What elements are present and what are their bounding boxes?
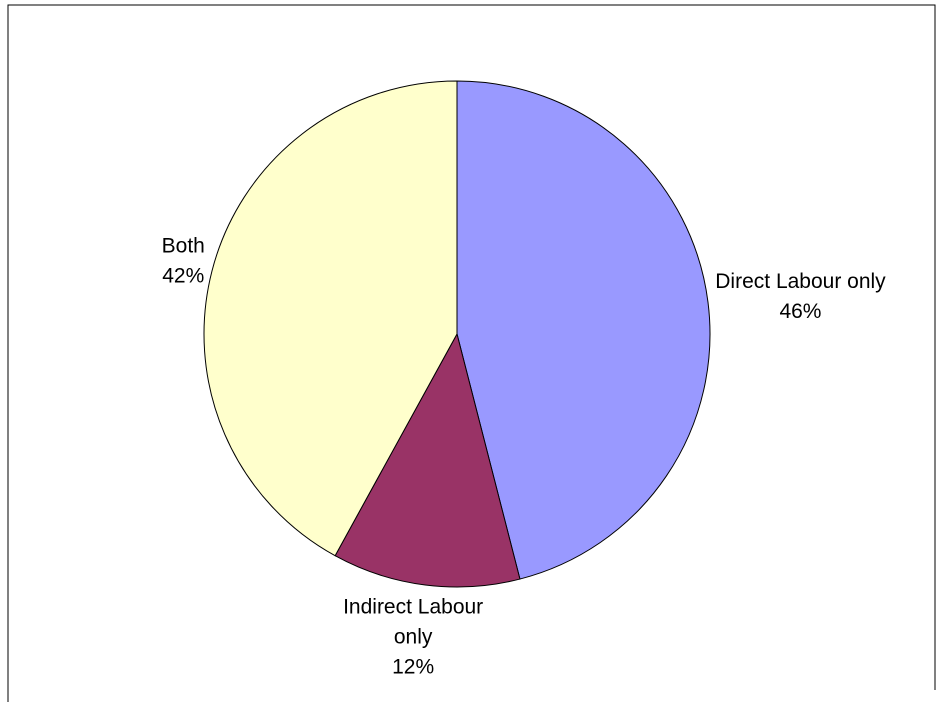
chart-frame xyxy=(7,4,936,702)
category-label: Direct Labour only xyxy=(715,270,886,294)
pie-slice xyxy=(456,80,711,580)
slice-label: Indirect Labour only 12% xyxy=(324,593,502,683)
category-label: Indirect Labour only xyxy=(343,595,484,649)
value-label: 42% xyxy=(162,264,205,288)
pie-slice xyxy=(334,332,521,588)
value-label: 12% xyxy=(392,655,435,679)
slice-label: Both 42% xyxy=(162,232,205,292)
pie-slice xyxy=(203,80,458,557)
value-label: 46% xyxy=(779,300,822,324)
slice-label: Direct Labour only 46% xyxy=(715,268,885,328)
category-label: Both xyxy=(161,234,205,258)
